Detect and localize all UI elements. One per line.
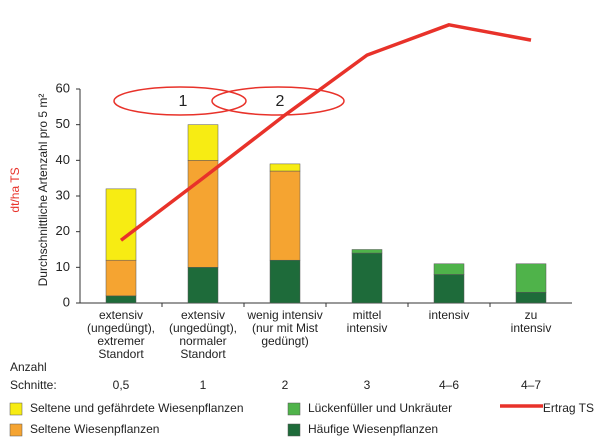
cuts-value: 0,5	[113, 378, 130, 392]
bar	[187, 124, 219, 161]
legend-label: Seltene und gefährdete Wiesenpflanzen	[30, 401, 244, 415]
bar	[515, 263, 547, 293]
x-tick-label-line: normaler	[179, 334, 226, 348]
cuts-value: 3	[364, 378, 371, 392]
cuts-label: Anzahl	[10, 360, 47, 374]
bar	[269, 163, 301, 172]
bar	[351, 252, 383, 304]
legend-label: Häufige Wiesenpflanzen	[308, 422, 438, 436]
x-tick-label-line: intensiv	[347, 321, 388, 335]
legend-label: Lückenfüller und Unkräuter	[308, 401, 452, 415]
x-tick-label: mittel intensiv	[347, 308, 388, 335]
y-tick-label: 30	[56, 187, 70, 202]
y-tick-label: 40	[56, 152, 70, 167]
bar	[269, 170, 301, 261]
y-tick-label: 0	[63, 294, 70, 309]
legend-swatch	[287, 423, 301, 437]
y-tick-label: 20	[56, 223, 70, 238]
bar	[515, 292, 547, 304]
x-tick-label-line: intensiv	[511, 321, 552, 335]
x-tick-label: extensiv (ungedüngt), normaler Standort	[169, 308, 237, 361]
oval	[113, 86, 247, 116]
x-tick-label: extensiv (ungedüngt), extremer Standort	[87, 308, 155, 361]
legend-swatch	[9, 402, 23, 416]
legend-label: Ertrag TS	[543, 401, 594, 415]
x-tick-label-line: intensiv	[429, 308, 470, 322]
cuts-value: 2	[282, 378, 289, 392]
oval	[211, 86, 345, 116]
x-tick-label-line: (nur mit Mist	[252, 321, 319, 335]
bar	[433, 263, 465, 275]
bar	[433, 274, 465, 304]
annotation: 2	[276, 93, 285, 110]
y-tick-label: 60	[56, 80, 70, 95]
x-tick-label-line: zu	[525, 308, 538, 322]
bar	[351, 249, 383, 254]
legend-swatch	[9, 423, 23, 437]
x-tick-label-line: Standort	[180, 347, 226, 361]
cuts-value: 1	[200, 378, 207, 392]
cuts-label: Schnitte:	[10, 378, 57, 392]
bar	[187, 267, 219, 304]
line	[119, 23, 532, 242]
x-tick-label: intensiv	[429, 308, 470, 322]
x-tick-label-line: (ungedüngt),	[87, 321, 155, 335]
x-tick-label-line: mittel	[353, 308, 382, 322]
bar	[105, 295, 137, 304]
annotation: 1	[179, 93, 188, 110]
x-tick-label-line: gedüngt)	[261, 334, 308, 348]
x-tick-label: zu intensiv	[511, 308, 552, 335]
x-tick-label-line: extremer	[97, 334, 144, 348]
bar	[269, 259, 301, 304]
x-tick-label-line: Standort	[98, 347, 144, 361]
x-tick-label: wenig intensiv (nur mit Mist gedüngt)	[246, 308, 322, 348]
y2-axis-label: dt/ha TS	[8, 167, 22, 212]
cuts-value: 4–6	[439, 378, 459, 392]
cuts-value: 4–7	[521, 378, 541, 392]
legend-swatch	[287, 402, 301, 416]
x-tick-label-line: (ungedüngt),	[169, 321, 237, 335]
legend-label: Seltene Wiesenpflanzen	[30, 422, 159, 436]
bar	[105, 259, 137, 297]
bar	[105, 188, 137, 261]
y-tick-label: 50	[56, 116, 70, 131]
x-tick-label-line: extensiv	[99, 308, 143, 322]
y-tick-label: 10	[56, 259, 70, 274]
x-tick-label-line: wenig intensiv	[246, 308, 322, 322]
y-axis-label: Durchschnittliche Artenzahl pro 5 m²	[36, 94, 50, 287]
x-tick-label-line: extensiv	[181, 308, 225, 322]
